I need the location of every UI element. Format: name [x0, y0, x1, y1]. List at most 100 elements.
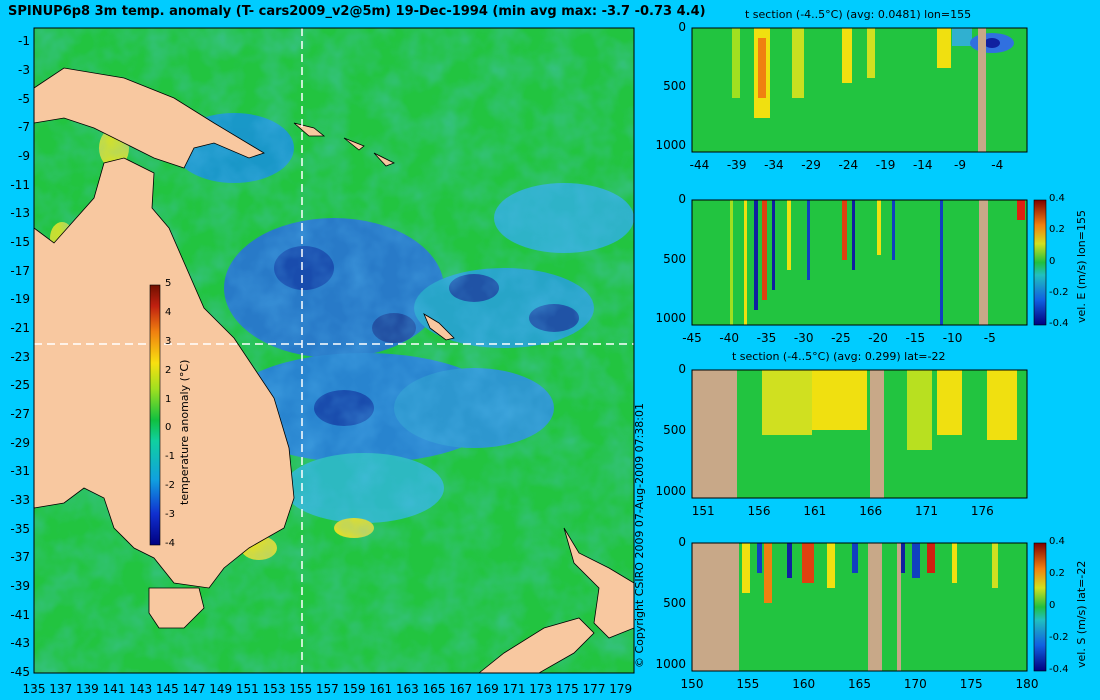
- map-colorbar-tick: -2: [165, 480, 175, 492]
- solomon-islands: [293, 122, 395, 167]
- section-x-tick: -40: [719, 331, 740, 345]
- panel1-title: t section (-4..5°C) (avg: 0.0481) lon=15…: [745, 8, 972, 21]
- section-y-tick: 0: [678, 535, 686, 549]
- main-title: SPINUP6p8 3m temp. anomaly (T- cars2009_…: [8, 4, 706, 19]
- map-y-tick: -37: [10, 550, 30, 565]
- section-x-tick: 150: [680, 677, 704, 691]
- map-y-tick: -1: [18, 34, 30, 49]
- section-x-tick: -15: [905, 331, 926, 345]
- section-y-tick: 1000: [655, 138, 686, 153]
- map-y-tick: -45: [10, 665, 30, 679]
- section-x-tick: -9: [954, 158, 966, 172]
- map-y-tick: -23: [10, 349, 30, 364]
- section-x-tick: 165: [848, 677, 871, 691]
- map-y-tick: -27: [10, 407, 30, 421]
- map-x-tick: 163: [395, 682, 419, 696]
- section-x-tick: -30: [793, 331, 814, 345]
- section-x-tick: 176: [970, 504, 994, 518]
- map-y-tick: -41: [10, 607, 30, 622]
- section-y-tick: 500: [663, 422, 686, 437]
- section-colorbar-tick: 0: [1049, 600, 1056, 611]
- section-x-tick: 151: [691, 504, 715, 518]
- section-x-tick: -5: [983, 331, 996, 345]
- section-colorbar-tick: -0.4: [1049, 664, 1069, 675]
- section-y-tick: 1000: [655, 311, 686, 326]
- map-x-tick: 149: [209, 682, 233, 696]
- section-y-tick: 0: [678, 362, 686, 376]
- section-y-tick: 0: [678, 20, 686, 34]
- section-x-tick: -44: [689, 158, 710, 172]
- map-colorbar-tick: 3: [165, 335, 172, 347]
- vel-e-section-plot: [691, 199, 1028, 326]
- section-x-tick: -19: [875, 158, 896, 172]
- map-x-tick: 145: [155, 682, 179, 696]
- t-section-lat-land-west: [692, 370, 737, 498]
- section-x-tick: 166: [859, 504, 883, 518]
- map-x-tick: 151: [235, 682, 259, 696]
- section-x-tick: 170: [903, 677, 927, 691]
- section-y-tick: 0: [678, 192, 686, 206]
- map-y-tick: -15: [10, 235, 30, 249]
- map-x-tick: 141: [102, 682, 126, 696]
- map-y-tick: -11: [10, 177, 30, 192]
- section-x-tick: -35: [756, 331, 777, 345]
- map-y-tick: -3: [18, 63, 30, 77]
- t-section-lat-land-east: [870, 370, 884, 498]
- section-x-tick: -14: [912, 158, 933, 172]
- t-section-lon-warm: [732, 28, 951, 118]
- copyright: © Copyright CSIRO 2009 07-Aug-2009 07:38…: [633, 402, 646, 668]
- new-zealand-north: [563, 527, 635, 639]
- section-x-tick: 175: [959, 677, 983, 691]
- section-x-tick: -29: [801, 158, 821, 172]
- section-colorbar-tick: -0.2: [1049, 286, 1069, 298]
- section-colorbar-tick: 0.2: [1049, 568, 1065, 579]
- map-x-tick: 143: [129, 682, 153, 696]
- new-caledonia: [423, 313, 455, 341]
- map-colorbar: [149, 284, 161, 546]
- map-x-tick: 153: [262, 682, 286, 696]
- map-colorbar-tick: 4: [165, 306, 172, 318]
- map-colorbar-tick: -4: [165, 538, 175, 549]
- section-colorbar-tick: 0: [1049, 255, 1056, 267]
- t-section-lat-plot: [691, 369, 1028, 499]
- section-x-tick: 161: [803, 504, 827, 518]
- section-colorbar-tick: -0.4: [1049, 318, 1069, 329]
- map-colorbar-tick: -1: [165, 451, 175, 463]
- map-y-tick: -43: [10, 636, 30, 651]
- map-x-tick: 173: [529, 682, 553, 696]
- map-colorbar-tick: -3: [165, 509, 175, 521]
- section-x-tick: 160: [792, 677, 816, 691]
- t-section-lat-warm: [762, 370, 1017, 450]
- section-x-tick: 180: [1015, 677, 1039, 691]
- map-y-tick: -39: [10, 579, 30, 593]
- panel3-title: t section (-4..5°C) (avg: 0.299) lat=-22: [732, 350, 946, 363]
- tasmania: [148, 587, 205, 629]
- map-x-tick: 155: [289, 682, 313, 696]
- map-x-tick: 159: [342, 682, 366, 696]
- map-y-tick: -29: [10, 435, 30, 450]
- map-x-tick: 171: [502, 682, 526, 696]
- australia: [33, 157, 295, 589]
- map-y-tick: -7: [18, 120, 30, 135]
- map-x-tick: 175: [555, 682, 579, 696]
- map-x-tick: 165: [422, 682, 446, 696]
- map-x-tick: 139: [75, 682, 99, 696]
- section-x-tick: 156: [747, 504, 771, 518]
- map-colorbar-tick: 5: [165, 278, 172, 289]
- map-y-tick: -5: [18, 91, 30, 106]
- map-x-tick: 157: [315, 682, 339, 696]
- section-colorbar-tick: 0.4: [1049, 536, 1065, 547]
- section-x-tick: 155: [736, 677, 760, 691]
- map-y-tick: -31: [10, 464, 30, 479]
- map-x-tick: 177: [582, 682, 606, 696]
- vel-s-colorbar-label: vel. S (m/s) lat=-22: [1075, 560, 1088, 668]
- t-section-lon-land: [978, 28, 986, 152]
- vel-s-section-land-east: [868, 543, 882, 671]
- section-x-tick: -25: [831, 331, 851, 345]
- vel-e-streaks: [730, 200, 1025, 325]
- section-colorbar-tick: 0.4: [1049, 193, 1065, 204]
- section-x-tick: -39: [726, 158, 747, 172]
- section-y-tick: 500: [663, 79, 686, 94]
- section-y-tick: 500: [663, 251, 686, 266]
- t-section-lon-plot: [691, 27, 1028, 153]
